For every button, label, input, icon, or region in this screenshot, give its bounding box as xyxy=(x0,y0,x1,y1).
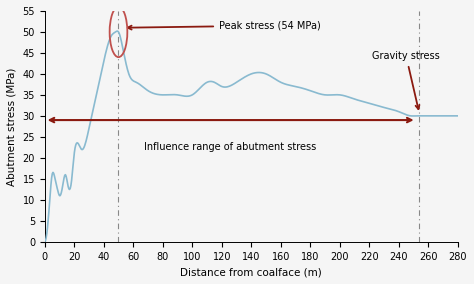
Y-axis label: Abutment stress (MPa): Abutment stress (MPa) xyxy=(7,67,17,185)
Text: Influence range of abutment stress: Influence range of abutment stress xyxy=(145,142,317,152)
Text: Gravity stress: Gravity stress xyxy=(372,51,440,109)
Text: Peak stress (54 MPa): Peak stress (54 MPa) xyxy=(128,21,320,31)
X-axis label: Distance from coalface (m): Distance from coalface (m) xyxy=(181,267,322,277)
